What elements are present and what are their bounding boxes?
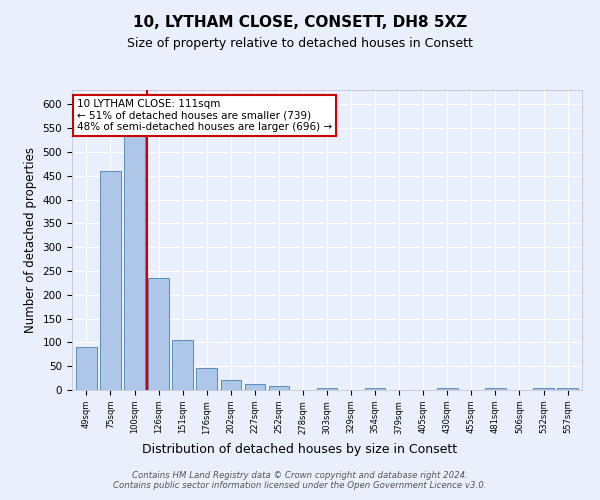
Bar — [365, 388, 385, 390]
Bar — [148, 278, 169, 390]
Text: Size of property relative to detached houses in Consett: Size of property relative to detached ho… — [127, 38, 473, 51]
Bar — [196, 368, 217, 390]
Bar — [557, 388, 578, 390]
Text: 10 LYTHAM CLOSE: 111sqm
← 51% of detached houses are smaller (739)
48% of semi-d: 10 LYTHAM CLOSE: 111sqm ← 51% of detache… — [77, 99, 332, 132]
Bar — [76, 347, 97, 390]
Y-axis label: Number of detached properties: Number of detached properties — [24, 147, 37, 333]
Bar — [269, 386, 289, 390]
Bar — [245, 384, 265, 390]
Bar — [485, 388, 506, 390]
Bar — [100, 171, 121, 390]
Bar — [124, 104, 145, 390]
Text: Distribution of detached houses by size in Consett: Distribution of detached houses by size … — [142, 442, 458, 456]
Text: Contains HM Land Registry data © Crown copyright and database right 2024.
Contai: Contains HM Land Registry data © Crown c… — [113, 470, 487, 490]
Bar — [317, 388, 337, 390]
Bar — [172, 340, 193, 390]
Bar — [437, 388, 458, 390]
Bar — [533, 388, 554, 390]
Text: 10, LYTHAM CLOSE, CONSETT, DH8 5XZ: 10, LYTHAM CLOSE, CONSETT, DH8 5XZ — [133, 15, 467, 30]
Bar — [221, 380, 241, 390]
